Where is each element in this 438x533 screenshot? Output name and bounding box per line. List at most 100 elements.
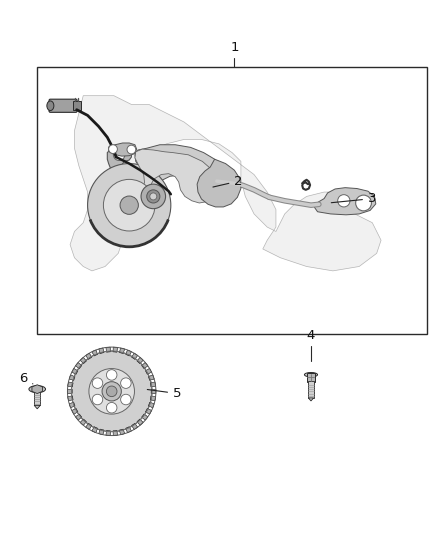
Bar — [307, 373, 315, 382]
Circle shape — [102, 382, 121, 401]
Polygon shape — [126, 350, 131, 356]
Polygon shape — [72, 368, 77, 374]
Circle shape — [92, 394, 103, 405]
Polygon shape — [113, 431, 117, 435]
Circle shape — [356, 195, 371, 211]
Polygon shape — [67, 389, 71, 393]
Circle shape — [127, 145, 136, 154]
Polygon shape — [120, 430, 124, 435]
Circle shape — [150, 193, 157, 200]
Polygon shape — [34, 405, 40, 409]
Polygon shape — [70, 96, 381, 271]
Polygon shape — [68, 382, 72, 386]
Polygon shape — [86, 353, 92, 359]
Polygon shape — [69, 402, 75, 408]
Polygon shape — [68, 382, 73, 387]
Polygon shape — [72, 368, 78, 374]
Polygon shape — [146, 368, 152, 374]
Polygon shape — [76, 362, 81, 368]
Polygon shape — [142, 415, 148, 420]
Circle shape — [147, 190, 160, 203]
Polygon shape — [99, 348, 103, 353]
Circle shape — [106, 386, 117, 397]
Circle shape — [338, 195, 350, 207]
Polygon shape — [197, 159, 241, 207]
Polygon shape — [151, 396, 155, 401]
Polygon shape — [120, 348, 124, 353]
Polygon shape — [69, 375, 75, 381]
Polygon shape — [92, 426, 98, 433]
Polygon shape — [99, 429, 104, 435]
Polygon shape — [80, 357, 86, 364]
Ellipse shape — [29, 386, 46, 393]
Polygon shape — [138, 419, 143, 425]
Polygon shape — [145, 368, 152, 374]
Polygon shape — [86, 424, 91, 430]
Text: 4: 4 — [307, 329, 315, 342]
Text: 2: 2 — [213, 175, 243, 188]
Polygon shape — [134, 149, 218, 209]
Polygon shape — [131, 353, 138, 359]
Polygon shape — [113, 431, 117, 435]
Bar — [37, 67, 427, 334]
Polygon shape — [314, 188, 376, 215]
Circle shape — [89, 368, 134, 414]
Text: 5: 5 — [147, 387, 181, 400]
Polygon shape — [76, 415, 81, 420]
Circle shape — [88, 164, 171, 247]
Polygon shape — [145, 408, 152, 414]
Text: 6: 6 — [19, 372, 33, 385]
Circle shape — [120, 378, 131, 389]
Polygon shape — [92, 350, 97, 355]
Polygon shape — [32, 385, 42, 393]
Polygon shape — [75, 414, 82, 420]
Ellipse shape — [47, 101, 54, 110]
Polygon shape — [137, 357, 143, 364]
Polygon shape — [126, 426, 131, 433]
Polygon shape — [86, 353, 91, 359]
Polygon shape — [150, 382, 155, 387]
Polygon shape — [86, 423, 92, 430]
Polygon shape — [151, 382, 155, 386]
Polygon shape — [126, 427, 131, 433]
Polygon shape — [134, 145, 228, 212]
Polygon shape — [99, 430, 103, 435]
Polygon shape — [69, 375, 74, 380]
Circle shape — [120, 196, 138, 214]
Polygon shape — [109, 143, 137, 156]
Polygon shape — [151, 389, 156, 393]
Polygon shape — [152, 389, 156, 393]
Polygon shape — [308, 398, 314, 401]
Polygon shape — [149, 402, 154, 408]
Polygon shape — [142, 362, 148, 368]
Polygon shape — [92, 427, 97, 433]
Polygon shape — [120, 348, 125, 353]
Circle shape — [71, 351, 152, 432]
Polygon shape — [68, 396, 73, 401]
Circle shape — [109, 145, 117, 154]
Polygon shape — [69, 402, 74, 408]
Polygon shape — [92, 350, 98, 356]
Polygon shape — [68, 396, 72, 401]
Polygon shape — [132, 424, 138, 430]
Polygon shape — [148, 375, 154, 381]
Polygon shape — [99, 348, 104, 353]
Polygon shape — [67, 389, 72, 393]
Polygon shape — [126, 350, 131, 355]
Ellipse shape — [304, 373, 318, 377]
Polygon shape — [131, 423, 138, 430]
Polygon shape — [80, 419, 86, 425]
Polygon shape — [120, 429, 125, 435]
Text: 1: 1 — [230, 41, 239, 54]
Polygon shape — [113, 347, 117, 351]
Polygon shape — [80, 358, 86, 363]
Polygon shape — [146, 409, 152, 414]
Circle shape — [106, 402, 117, 413]
Polygon shape — [106, 347, 110, 351]
Circle shape — [106, 370, 117, 380]
Polygon shape — [75, 362, 82, 369]
Polygon shape — [132, 353, 138, 359]
Polygon shape — [113, 347, 117, 352]
Polygon shape — [141, 362, 148, 369]
Circle shape — [92, 378, 103, 389]
